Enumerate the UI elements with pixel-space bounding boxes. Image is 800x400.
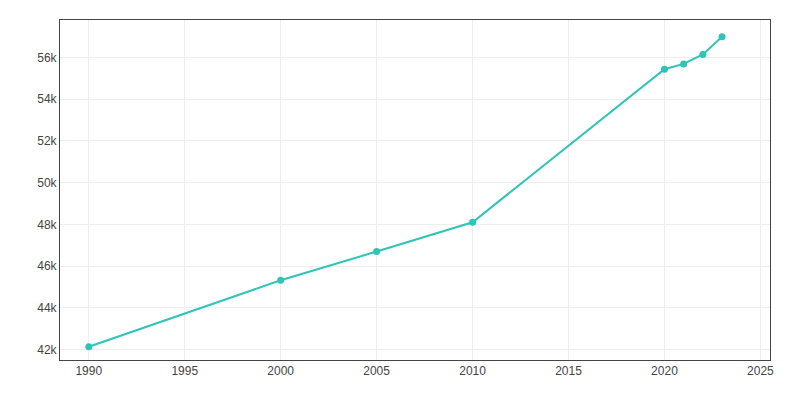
svg-text:2025: 2025 bbox=[747, 364, 774, 378]
svg-text:2005: 2005 bbox=[363, 364, 390, 378]
svg-text:48k: 48k bbox=[37, 218, 57, 232]
svg-text:44k: 44k bbox=[37, 301, 57, 315]
svg-text:2020: 2020 bbox=[651, 364, 678, 378]
svg-text:46k: 46k bbox=[37, 259, 57, 273]
svg-text:1995: 1995 bbox=[171, 364, 198, 378]
svg-text:54k: 54k bbox=[37, 92, 57, 106]
svg-text:56k: 56k bbox=[37, 51, 57, 65]
svg-text:50k: 50k bbox=[37, 176, 57, 190]
svg-text:2010: 2010 bbox=[459, 364, 486, 378]
svg-text:1990: 1990 bbox=[75, 364, 102, 378]
svg-text:52k: 52k bbox=[37, 134, 57, 148]
svg-text:42k: 42k bbox=[37, 343, 57, 357]
svg-text:2015: 2015 bbox=[555, 364, 582, 378]
svg-text:2000: 2000 bbox=[267, 364, 294, 378]
